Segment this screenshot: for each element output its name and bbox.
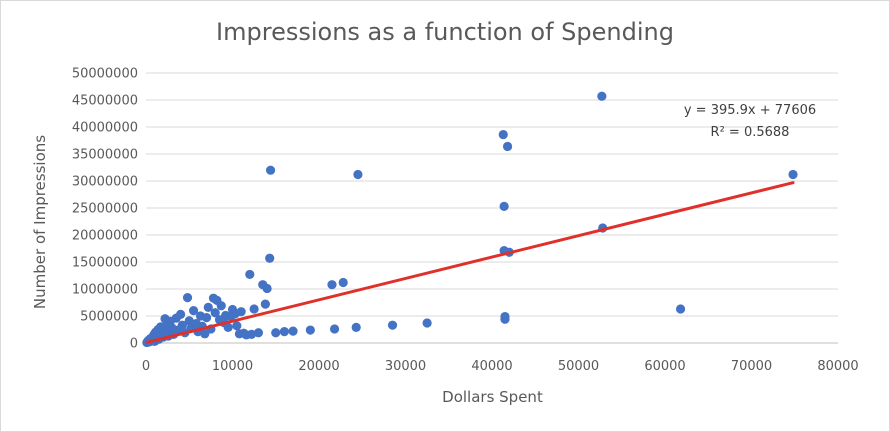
- y-tick-label: 20000000: [72, 229, 138, 244]
- data-point: [201, 313, 212, 323]
- data-point: [223, 322, 233, 332]
- trendline-group: [145, 181, 795, 344]
- data-point: [351, 322, 361, 332]
- data-point: [176, 309, 186, 319]
- data-point: [498, 129, 508, 140]
- data-point: [502, 141, 513, 152]
- data-point: [210, 308, 220, 318]
- data-point: [597, 91, 607, 101]
- x-tick-label: 0: [142, 359, 150, 374]
- y-tick-label: 50000000: [72, 67, 138, 82]
- chart-title: Impressions as a function of Spending: [216, 18, 674, 46]
- data-point: [182, 293, 193, 303]
- data-point: [675, 304, 686, 314]
- data-point: [265, 253, 275, 263]
- x-tick-label: 70000: [731, 359, 772, 374]
- x-tick-label: 10000: [212, 359, 253, 374]
- data-point: [188, 306, 199, 316]
- y-tick-label: 25000000: [72, 202, 138, 217]
- data-point: [329, 324, 340, 334]
- x-axis-label: Dollars Spent: [442, 388, 543, 406]
- data-point: [216, 301, 226, 311]
- data-point: [265, 165, 276, 175]
- x-tick-label: 60000: [644, 359, 685, 374]
- data-point: [246, 329, 257, 339]
- y-tick-label: 15000000: [72, 256, 138, 271]
- data-points: [142, 91, 798, 348]
- data-point: [245, 269, 255, 280]
- trendline-r-squared: R² = 0.5688: [711, 125, 790, 140]
- data-point: [499, 201, 509, 211]
- data-point: [236, 307, 246, 317]
- y-tick-label: 45000000: [72, 94, 138, 109]
- data-point: [305, 325, 315, 335]
- data-point: [422, 318, 432, 328]
- data-point: [353, 169, 363, 180]
- x-tick-label: 50000: [558, 359, 599, 374]
- data-point: [249, 304, 259, 314]
- y-tick-label: 35000000: [72, 148, 138, 163]
- trendline: [145, 181, 795, 344]
- data-point: [262, 283, 272, 294]
- y-tick-label: 40000000: [72, 121, 138, 136]
- data-point: [260, 299, 270, 309]
- x-tick-label: 40000: [471, 359, 512, 374]
- data-point: [253, 328, 264, 338]
- data-point: [327, 280, 337, 290]
- data-point: [184, 316, 194, 326]
- data-point: [288, 326, 298, 336]
- data-point: [387, 320, 398, 330]
- x-tick-label: 80000: [817, 359, 858, 374]
- data-point: [177, 320, 187, 330]
- data-point: [788, 169, 798, 180]
- data-point: [232, 321, 242, 331]
- tick-labels: 0 5000000 10000000 15000000 20000000 25000000…: [72, 67, 859, 375]
- data-point: [279, 327, 289, 337]
- data-point: [500, 314, 510, 324]
- data-point: [271, 328, 281, 338]
- y-tick-label: 10000000: [72, 283, 138, 298]
- y-tick-label: 5000000: [80, 310, 138, 325]
- data-point: [338, 277, 348, 288]
- x-tick-label: 30000: [385, 359, 426, 374]
- trendline-equation: y = 395.9x + 77606: [684, 103, 816, 118]
- y-tick-label: 0: [130, 337, 138, 352]
- x-tick-label: 20000: [298, 359, 339, 374]
- y-tick-label: 30000000: [72, 175, 138, 190]
- data-point: [203, 302, 213, 312]
